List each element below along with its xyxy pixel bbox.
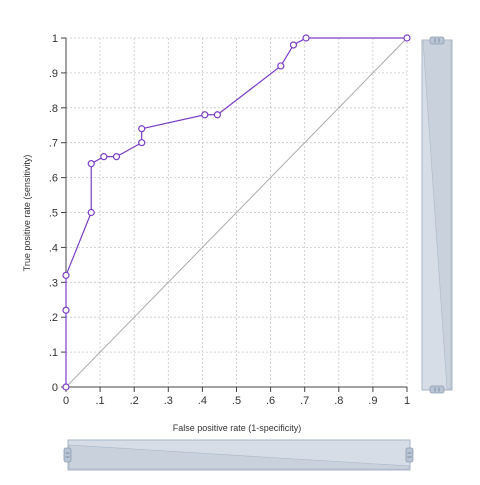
x-tick-label: .6 <box>266 395 275 407</box>
y-tick-label: .1 <box>49 347 58 359</box>
roc-curve-point[interactable] <box>138 125 146 133</box>
roc-curve-point[interactable] <box>87 160 95 168</box>
vertical-scrollbar-bottom-handle[interactable] <box>429 385 445 394</box>
y-tick-label: 0 <box>52 382 58 394</box>
horizontal-scrollbar-right-handle[interactable] <box>405 447 414 463</box>
roc-curve-point[interactable] <box>201 111 209 119</box>
roc-curve-point[interactable] <box>62 306 70 314</box>
y-tick-label: .7 <box>49 138 58 150</box>
x-tick-label: 1 <box>404 395 410 407</box>
y-tick-label: 1 <box>52 33 58 45</box>
x-tick-label: .4 <box>198 395 207 407</box>
y-axis-ticks: 0 .1 .2 .3 .4 .5 .6 .7 .8 .9 1 <box>49 33 66 394</box>
x-tick-label: .3 <box>164 395 173 407</box>
roc-curve-point[interactable] <box>112 153 121 161</box>
x-tick-label: .9 <box>368 395 377 407</box>
y-tick-label: .5 <box>49 208 58 220</box>
roc-curve-point[interactable] <box>277 62 285 70</box>
y-tick-label: .8 <box>49 103 58 115</box>
horizontal-scrollbar[interactable] <box>63 439 414 471</box>
horizontal-scrollbar-left-handle[interactable] <box>63 447 72 463</box>
roc-curve-point[interactable] <box>100 153 108 161</box>
x-tick-label: 0 <box>63 395 69 407</box>
y-tick-label: .3 <box>49 277 58 289</box>
roc-curve-point[interactable] <box>289 41 298 49</box>
y-axis-label: True positive rate (sensitivity) <box>22 155 32 272</box>
roc-curve-point[interactable] <box>403 34 411 42</box>
x-tick-label: .8 <box>334 395 343 407</box>
x-tick-label: .5 <box>232 395 241 407</box>
vertical-scrollbar[interactable] <box>421 36 453 394</box>
reference-diagonal-line <box>65 37 408 388</box>
roc-curve-point[interactable] <box>302 34 310 42</box>
y-tick-label: .6 <box>49 173 58 185</box>
x-tick-label: .1 <box>96 395 105 407</box>
x-axis-label: False positive rate (1-specificity) <box>173 423 302 433</box>
y-tick-label: .4 <box>49 242 58 254</box>
roc-curve-point[interactable] <box>62 383 70 391</box>
roc-curve-point[interactable] <box>62 271 70 279</box>
grid-lines <box>65 37 408 388</box>
x-axis-ticks: 0 .1 .2 .3 .4 .5 .6 .7 .8 .9 1 <box>63 387 410 407</box>
roc-curve-point[interactable] <box>87 208 95 217</box>
roc-curve-point[interactable] <box>213 111 222 119</box>
vertical-scrollbar-top-handle[interactable] <box>429 36 445 45</box>
plot-area <box>62 34 411 391</box>
x-tick-label: .2 <box>130 395 139 407</box>
x-tick-label: .7 <box>300 395 309 407</box>
roc-curve-point[interactable] <box>138 139 146 147</box>
y-tick-label: .2 <box>49 312 58 324</box>
y-tick-label: .9 <box>49 68 58 80</box>
